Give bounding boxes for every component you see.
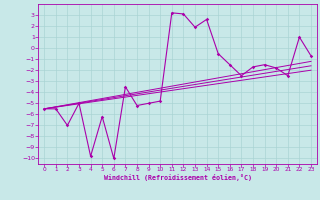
X-axis label: Windchill (Refroidissement éolien,°C): Windchill (Refroidissement éolien,°C) xyxy=(104,174,252,181)
